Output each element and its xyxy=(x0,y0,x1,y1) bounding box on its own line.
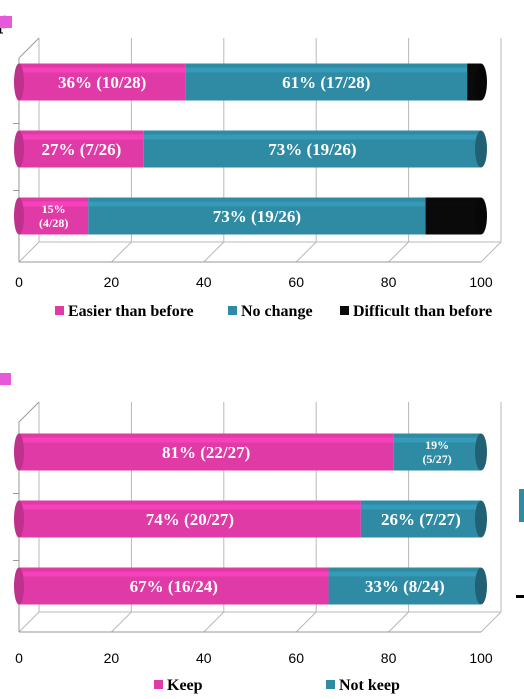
bar-highlight xyxy=(19,201,89,207)
x-tick-label: 0 xyxy=(15,650,23,666)
legend-swatch xyxy=(326,680,335,689)
floor-gridline xyxy=(295,611,317,633)
legend: Keep Not keep xyxy=(154,677,400,694)
data-label: 26% (7/27) xyxy=(381,510,461,529)
legend-label: No change xyxy=(241,303,313,320)
x-tick-label: 60 xyxy=(288,274,304,290)
bar-end-cap xyxy=(475,433,487,471)
bar-highlight xyxy=(393,437,481,443)
bar-start-cap xyxy=(14,197,24,235)
bar-start-cap xyxy=(14,567,24,605)
bar-start-cap xyxy=(14,433,24,471)
chart-difficulty: 0 20 40 60 80 100 36% (10/28) 61% (17/28) 27% (7… xyxy=(13,37,502,320)
floor-gridline xyxy=(18,241,40,263)
x-tick-label: 100 xyxy=(469,274,493,290)
floor-gridline xyxy=(203,241,225,263)
data-label: 73% (19/26) xyxy=(213,207,301,226)
bar-start-cap xyxy=(14,130,24,168)
clipped-edge-dash xyxy=(516,595,524,598)
data-label: 33% (8/24) xyxy=(365,577,445,596)
x-tick-label: 40 xyxy=(196,274,212,290)
floor-gridline xyxy=(388,241,409,263)
bar-highlight xyxy=(425,201,481,207)
floor-gridline xyxy=(111,241,132,263)
x-tick-label: 40 xyxy=(196,650,212,666)
chart-keep: 0 20 40 60 80 100 81% (22/27) 19% (5/27) 74% (20/… xyxy=(13,401,502,694)
x-tick-label: 100 xyxy=(469,650,493,666)
bar-row-3: 67% (16/24) 33% (8/24) xyxy=(14,567,487,605)
legend-swatch xyxy=(340,306,349,315)
data-label: 67% (16/24) xyxy=(130,577,218,596)
floor-gridline xyxy=(18,611,40,633)
x-tick-label: 80 xyxy=(381,650,397,666)
bar-highlight xyxy=(143,134,482,140)
bar-end-cap xyxy=(475,130,487,168)
bar-highlight xyxy=(19,437,394,443)
bar-highlight xyxy=(19,67,186,73)
x-tick-label: 0 xyxy=(15,274,23,290)
data-label: 19% (5/27) xyxy=(422,438,451,466)
legend-label: Difficult than before xyxy=(353,303,492,320)
bar-row-2: 27% (7/26) 73% (19/26) xyxy=(14,130,487,168)
legend-swatch xyxy=(154,680,163,689)
floor-gridline xyxy=(203,611,225,633)
y-axis-depth xyxy=(18,401,40,423)
bar-end-cap xyxy=(475,500,487,538)
bar-highlight xyxy=(19,504,361,510)
bar-highlight xyxy=(19,571,329,577)
bar-end-cap xyxy=(475,63,487,101)
bar-row-3: 15% (4/28) 73% (19/26) xyxy=(14,197,487,235)
legend-label: Keep xyxy=(167,677,203,694)
floor-gridline xyxy=(111,611,132,633)
bar-highlight xyxy=(467,67,481,73)
data-label: 61% (17/28) xyxy=(282,73,370,92)
floor-gridline xyxy=(295,241,317,263)
clipped-marker-2 xyxy=(0,373,11,385)
bar-highlight xyxy=(88,201,426,207)
x-tick-label: 80 xyxy=(381,274,397,290)
legend-swatch xyxy=(228,306,237,315)
data-label: 81% (22/27) xyxy=(162,443,250,462)
data-label: 73% (19/26) xyxy=(268,140,356,159)
data-label: 36% (10/28) xyxy=(58,73,146,92)
clipped-marker-1 xyxy=(0,16,12,28)
floor-gridline xyxy=(388,611,409,633)
data-label: 74% (20/27) xyxy=(146,510,234,529)
bar-end-cap xyxy=(475,567,487,605)
x-tick-label: 20 xyxy=(104,274,120,290)
x-tick-label: 20 xyxy=(104,650,120,666)
bar-highlight xyxy=(328,571,481,577)
bar-highlight xyxy=(360,504,481,510)
floor-gridline xyxy=(480,241,502,263)
data-label: 27% (7/26) xyxy=(41,140,121,159)
floor-gridline xyxy=(480,611,502,633)
bar-highlight xyxy=(19,134,144,140)
bar-start-cap xyxy=(14,63,24,101)
x-tick-label: 60 xyxy=(288,650,304,666)
data-label: 15% (4/28) xyxy=(39,202,68,230)
bar-row-1: 36% (10/28) 61% (17/28) xyxy=(14,63,487,101)
clipped-edge-fragment xyxy=(519,489,524,522)
legend-label: Easier than before xyxy=(68,303,194,320)
legend-label: Not keep xyxy=(339,677,400,694)
y-axis-depth xyxy=(18,37,40,59)
bar-start-cap xyxy=(14,500,24,538)
bar-row-1: 81% (22/27) 19% (5/27) xyxy=(14,433,487,471)
bar-end-cap xyxy=(475,197,487,235)
bar-highlight xyxy=(185,67,468,73)
legend: Easier than before No change Difficult tha… xyxy=(55,303,492,320)
legend-swatch xyxy=(55,306,64,315)
bar-row-2: 74% (20/27) 26% (7/27) xyxy=(14,500,487,538)
